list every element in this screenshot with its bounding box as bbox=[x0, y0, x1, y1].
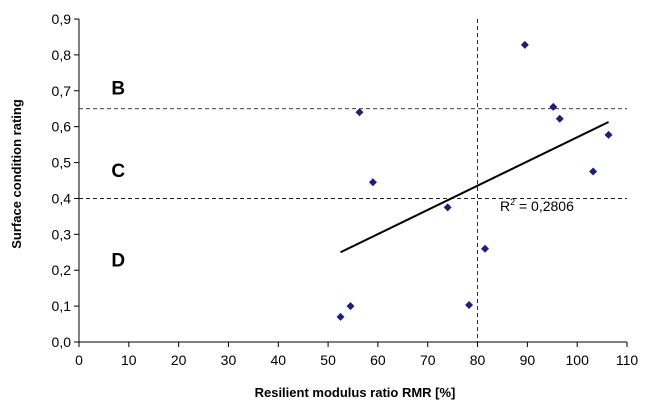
x-tick-label: 90 bbox=[520, 352, 536, 368]
y-tick-label: 0,1 bbox=[52, 298, 72, 314]
x-tick-label: 110 bbox=[616, 352, 639, 368]
zone-label-c: C bbox=[111, 161, 125, 182]
x-tick-label: 20 bbox=[171, 352, 187, 368]
zone-labels: B C D bbox=[111, 78, 125, 271]
x-axis-title: Resilient modulus ratio RMR [%] bbox=[255, 385, 456, 400]
data-point bbox=[555, 114, 564, 123]
x-tick-label: 10 bbox=[121, 352, 137, 368]
r-squared-label: R2 = 0,2806 bbox=[500, 197, 574, 214]
x-tick-label: 40 bbox=[270, 352, 286, 368]
data-point bbox=[443, 203, 452, 212]
axes: 0,0 0,1 0,2 0,3 0,4 0,5 0,6 0,7 0,8 0,9 0 10 20 30 40 5… bbox=[52, 11, 639, 368]
data-point bbox=[604, 130, 613, 139]
x-tick-label: 100 bbox=[566, 352, 590, 368]
data-point bbox=[346, 302, 355, 311]
y-tick-label: 0,4 bbox=[52, 190, 72, 206]
y-tick-label: 0,6 bbox=[52, 119, 72, 135]
data-point bbox=[589, 167, 598, 176]
data-point bbox=[481, 244, 490, 253]
x-tick-label: 70 bbox=[420, 352, 436, 368]
data-point bbox=[465, 301, 474, 310]
trendline bbox=[340, 121, 610, 254]
x-tick-label: 0 bbox=[75, 352, 83, 368]
y-tick-label: 0,0 bbox=[52, 334, 72, 350]
trendline-group: R2 = 0,2806 bbox=[340, 121, 610, 254]
y-tick-label: 0,5 bbox=[52, 155, 72, 171]
data-point bbox=[336, 312, 345, 321]
x-tick-label: 30 bbox=[221, 352, 237, 368]
data-point bbox=[355, 108, 364, 117]
y-tick-label: 0,9 bbox=[52, 11, 72, 27]
y-tick-label: 0,7 bbox=[52, 83, 72, 99]
x-tick-label: 50 bbox=[320, 352, 336, 368]
data-point bbox=[368, 178, 377, 187]
x-tick-label: 80 bbox=[470, 352, 486, 368]
data-point bbox=[549, 102, 558, 111]
data-point bbox=[520, 40, 529, 49]
zone-label-b: B bbox=[111, 78, 125, 99]
y-tick-label: 0,8 bbox=[52, 47, 72, 63]
data-points bbox=[336, 40, 613, 321]
y-axis-title: Surface condition rating bbox=[9, 99, 24, 249]
zone-label-d: D bbox=[111, 251, 125, 272]
reference-lines bbox=[79, 19, 627, 342]
y-tick-label: 0,3 bbox=[52, 226, 72, 242]
y-tick-label: 0,2 bbox=[52, 262, 72, 278]
x-tick-label: 60 bbox=[370, 352, 386, 368]
